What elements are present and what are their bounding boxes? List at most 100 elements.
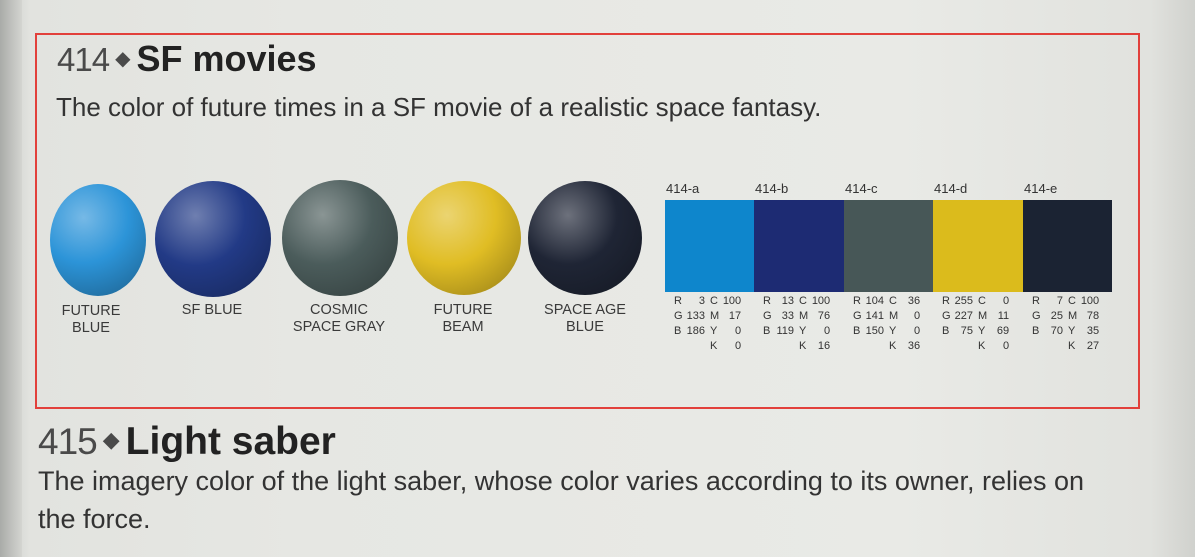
swatch-value-cell: B: [942, 325, 950, 337]
entry-title: Light saber: [125, 420, 336, 463]
swatch-value-cell: 36: [907, 340, 921, 352]
swatch-value-cell: [683, 339, 710, 354]
color-swatch: [665, 200, 754, 292]
swatch-value-cell: K: [889, 340, 897, 352]
entry-415-heading: 415 ◆ Light saber: [38, 420, 336, 464]
sphere-label: SF BLUE: [147, 302, 277, 319]
swatch-values: R 3 C 100 G 133 M 17 B 186 Y 0 K 0: [674, 294, 741, 354]
color-swatch: [844, 200, 933, 292]
swatch-values: R 255 C 0 G 227 M 11 B 75 Y 69 K 0: [942, 294, 1009, 354]
color-sphere: [282, 180, 398, 296]
swatch-value-cell: Y: [1068, 325, 1076, 337]
swatch-value-cell: 16: [817, 340, 831, 352]
swatch-value-cell: [674, 339, 683, 354]
swatch-value-cell: [942, 339, 951, 354]
swatch-value-cell: C: [799, 295, 807, 307]
sphere-label: SPACE AGE BLUE: [520, 302, 650, 336]
swatch-value-cell: 100: [811, 295, 831, 307]
swatch-values: R 104 C 36 G 141 M 0 B 150 Y 0 K 36: [853, 294, 920, 354]
swatch-value-cell: 36: [907, 295, 921, 307]
swatch-value-cell: 119: [776, 325, 794, 337]
diamond-icon: ◆: [115, 48, 131, 70]
swatch-value-cell: R: [763, 295, 771, 307]
swatch-value-cell: G: [674, 310, 683, 322]
swatch-code: 414-a: [666, 181, 700, 196]
swatch-value-cell: Y: [710, 325, 718, 337]
swatch-value-cell: 104: [865, 295, 884, 307]
swatch-value-cell: K: [1068, 340, 1076, 352]
color-swatch: [933, 200, 1023, 292]
swatch-value-cell: G: [853, 310, 862, 322]
swatch-value-cell: 69: [996, 325, 1010, 337]
swatch-value-cell: 17: [728, 310, 742, 322]
sphere-label: FUTURE BLUE: [26, 303, 156, 337]
sphere-label-line2: BLUE: [566, 319, 604, 335]
swatch-value-cell: B: [674, 325, 682, 337]
swatch-value-cell: 0: [1003, 295, 1010, 307]
entry-number: 414: [57, 41, 110, 78]
entry-414-description: The color of future times in a SF movie …: [56, 92, 822, 122]
swatch-value-cell: R: [674, 295, 682, 307]
swatch-value-cell: [1032, 339, 1041, 354]
swatch-value-cell: [1041, 339, 1068, 354]
swatch-value-cell: [772, 339, 799, 354]
swatch-value-cell: 27: [1086, 340, 1100, 352]
sphere-label: COSMIC SPACE GRAY: [274, 302, 404, 336]
swatch-value-cell: C: [978, 295, 986, 307]
entry-415-description: The imagery color of the light saber, wh…: [38, 466, 1085, 534]
swatch-value-cell: 70: [1050, 325, 1063, 337]
sphere-label-line1: FUTURE: [61, 303, 121, 319]
swatch-value-cell: 100: [722, 295, 742, 307]
swatch-value-cell: 227: [954, 310, 973, 322]
swatch-value-cell: C: [889, 295, 897, 307]
swatch-value-cell: B: [853, 325, 861, 337]
swatch-value-cell: C: [1068, 295, 1076, 307]
swatch-value-cell: 255: [954, 295, 973, 307]
swatch-value-cell: Y: [978, 325, 986, 337]
swatch-value-cell: [862, 339, 889, 354]
swatch-values: R 7 C 100 G 25 M 78 B 70 Y 35 K 27: [1032, 294, 1099, 354]
swatch-value-cell: 7: [1056, 295, 1063, 307]
swatch-code: 414-c: [845, 181, 878, 196]
swatch-value-cell: M: [1068, 310, 1078, 322]
swatch-value-cell: 0: [914, 310, 921, 322]
swatch-values: R 13 C 100 G 33 M 76 B 119 Y 0 K 16: [763, 294, 830, 354]
color-swatch: [754, 200, 844, 292]
swatch-value-cell: 0: [914, 325, 921, 337]
swatch-value-cell: B: [1032, 325, 1040, 337]
diamond-icon: ◆: [102, 427, 120, 452]
swatch-code: 414-e: [1024, 181, 1058, 196]
swatch-value-cell: 0: [824, 325, 831, 337]
swatch-value-cell: 33: [781, 310, 794, 322]
swatch-value-cell: 0: [735, 325, 742, 337]
swatch-value-cell: 0: [1003, 340, 1010, 352]
swatch-value-cell: 186: [686, 325, 705, 337]
swatch-value-cell: Y: [799, 325, 807, 337]
swatch-value-cell: 3: [698, 295, 705, 307]
swatch-value-cell: K: [710, 340, 718, 352]
entry-414-heading: 414 ◆ SF movies: [57, 38, 317, 80]
entry-title: SF movies: [136, 38, 317, 79]
entry-number: 415: [38, 421, 98, 462]
sphere-label-line1: SPACE AGE: [544, 302, 626, 318]
swatch-value-cell: [951, 339, 978, 354]
color-sphere: [528, 181, 642, 295]
sphere-label-line1: COSMIC: [310, 302, 368, 318]
swatch-value-cell: 25: [1050, 310, 1063, 322]
page-binding-edge: [0, 0, 22, 557]
swatch-code: 414-b: [755, 181, 789, 196]
swatch-code: 414-d: [934, 181, 968, 196]
swatch-value-cell: [763, 339, 772, 354]
swatch-value-cell: R: [942, 295, 950, 307]
color-swatch: [1023, 200, 1112, 292]
color-sphere: [155, 181, 271, 297]
swatch-value-cell: [853, 339, 862, 354]
swatch-value-cell: G: [942, 310, 951, 322]
sphere-label-line2: SPACE GRAY: [292, 319, 386, 335]
swatch-value-cell: K: [978, 340, 986, 352]
swatch-value-cell: K: [799, 340, 807, 352]
swatch-value-cell: Y: [889, 325, 897, 337]
swatch-value-cell: 78: [1086, 310, 1100, 322]
swatch-value-cell: 0: [735, 340, 742, 352]
swatch-value-cell: C: [710, 295, 718, 307]
